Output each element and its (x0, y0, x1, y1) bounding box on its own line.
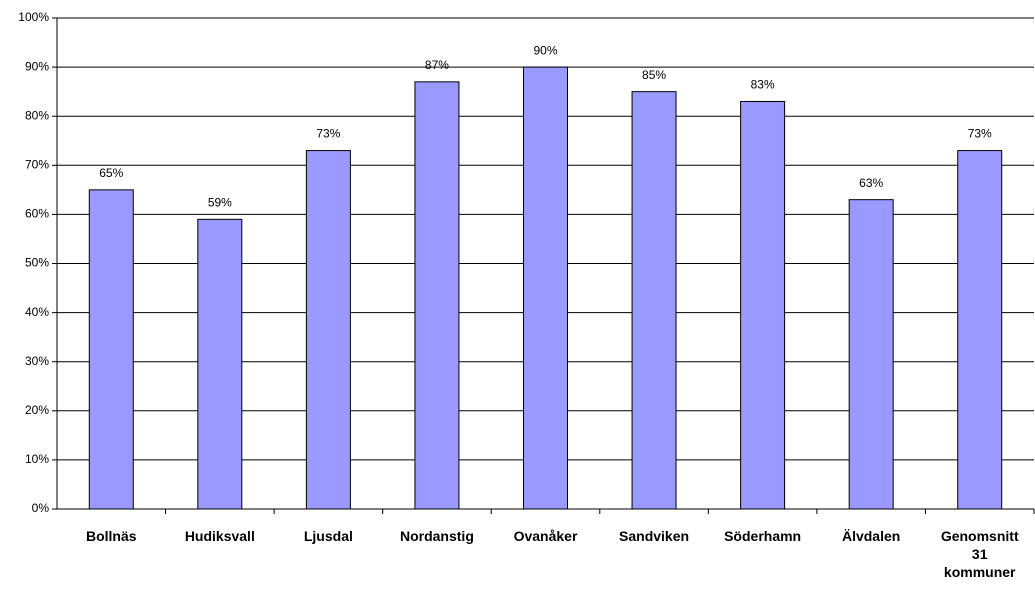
data-label: 59% (208, 195, 232, 209)
x-tick-label: Hudiksvall (184, 528, 255, 544)
y-tick-label: 20% (25, 403, 49, 417)
y-tick-label: 90% (25, 59, 49, 73)
data-label: 73% (316, 127, 340, 141)
x-tick-label: Bollnäs (85, 528, 137, 544)
y-tick-label: 30% (25, 354, 49, 368)
x-tick-label: Älvdalen (841, 528, 901, 544)
x-tick-label: Ljusdal (303, 528, 353, 544)
x-tick-label: Sandviken (619, 528, 690, 544)
x-tick-label: Ovanåker (513, 528, 578, 544)
y-tick-label: 60% (25, 207, 49, 221)
y-tick-label: 70% (25, 157, 49, 171)
y-tick-label: 100% (18, 10, 49, 24)
data-label: 65% (99, 166, 123, 180)
bar (523, 66, 568, 510)
bar (197, 218, 243, 510)
data-label: 90% (533, 43, 557, 57)
bar (88, 189, 134, 510)
data-label: 73% (968, 127, 992, 141)
data-label: 63% (859, 176, 883, 190)
y-tick-label: 80% (25, 108, 49, 122)
data-label: 83% (751, 78, 775, 92)
bar (631, 91, 677, 510)
x-tick-label: Nordanstig (399, 528, 474, 544)
y-tick-label: 0% (32, 501, 50, 515)
data-label: 85% (642, 68, 666, 82)
x-tick-label: Genomsnitt 31 kommuner (940, 528, 1019, 580)
bar (305, 150, 351, 510)
bar (848, 199, 894, 510)
y-tick-label: 40% (25, 305, 49, 319)
y-tick-label: 10% (25, 452, 49, 466)
bar (414, 81, 460, 510)
bar (740, 100, 786, 510)
data-label: 87% (425, 58, 449, 72)
bar (957, 150, 1003, 510)
x-tick-label: Söderhamn (724, 528, 802, 544)
y-tick-label: 50% (25, 256, 49, 270)
